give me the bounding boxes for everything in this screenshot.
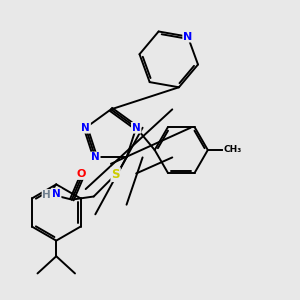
Text: O: O: [76, 169, 86, 179]
Text: N: N: [183, 32, 193, 42]
Text: N: N: [52, 189, 61, 199]
Text: CH₃: CH₃: [224, 146, 242, 154]
Text: S: S: [111, 168, 120, 181]
Text: N: N: [132, 123, 141, 133]
Text: N: N: [91, 152, 100, 162]
Text: H: H: [43, 190, 51, 200]
Text: N: N: [81, 123, 90, 133]
